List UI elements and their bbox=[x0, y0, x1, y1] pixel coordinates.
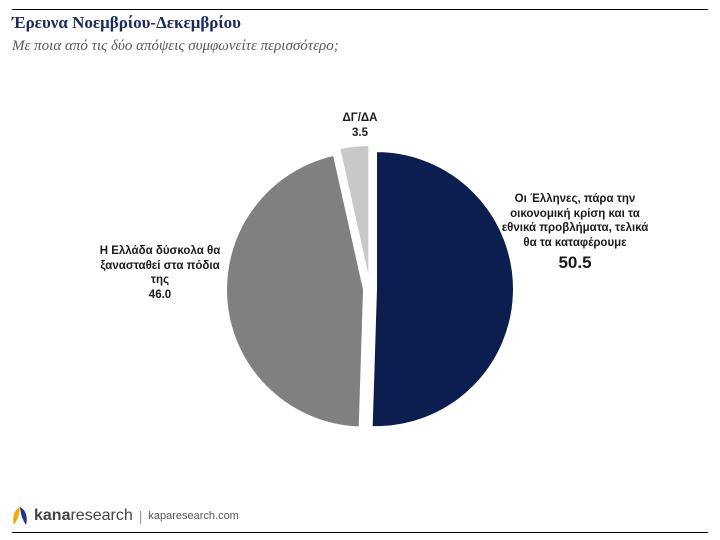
slice-label-dk-text: ΔΓ/ΔΑ bbox=[342, 112, 378, 124]
pie-slice-optimist bbox=[370, 150, 515, 429]
slice-label-optimist-text: Οι Έλληνες, πάρα την οικονομική κρίση κα… bbox=[501, 193, 649, 249]
slice-label-dk: ΔΓ/ΔΑ 3.5 bbox=[320, 111, 400, 140]
brand-name-b: research bbox=[70, 507, 133, 524]
brand-name: kanaresearch bbox=[34, 507, 133, 525]
slice-value-optimist: 50.5 bbox=[558, 253, 592, 272]
pie-slice-pessimist bbox=[225, 153, 366, 429]
brand-name-a: kana bbox=[34, 507, 71, 524]
slice-label-optimist: Οι Έλληνες, πάρα την οικονομική κρίση κα… bbox=[500, 192, 650, 274]
slice-value-dk: 3.5 bbox=[352, 126, 368, 139]
page-title: Έρευνα Νοεμβρίου-Δεκεμβρίου bbox=[12, 13, 241, 32]
brand-separator: | bbox=[138, 508, 143, 524]
slice-value-pessimist: 46.0 bbox=[148, 288, 172, 301]
top-rule bbox=[12, 9, 708, 10]
bottom-rule bbox=[12, 532, 708, 533]
brand-footer: kanaresearch | kaparesearch.com bbox=[10, 504, 239, 528]
pie-slice-dk bbox=[338, 144, 371, 284]
page-subtitle: Με ποια από τις δύο απόψεις συμφωνείτε π… bbox=[12, 38, 339, 54]
slice-label-pessimist: Η Ελλάδα δύσκολα θα ξανασταθεί στα πόδια… bbox=[90, 244, 230, 302]
brand-url[interactable]: kaparesearch.com bbox=[148, 510, 239, 522]
kana-logo-icon bbox=[13, 507, 27, 525]
slice-label-pessimist-text: Η Ελλάδα δύσκολα θα ξανασταθεί στα πόδια… bbox=[99, 245, 221, 286]
